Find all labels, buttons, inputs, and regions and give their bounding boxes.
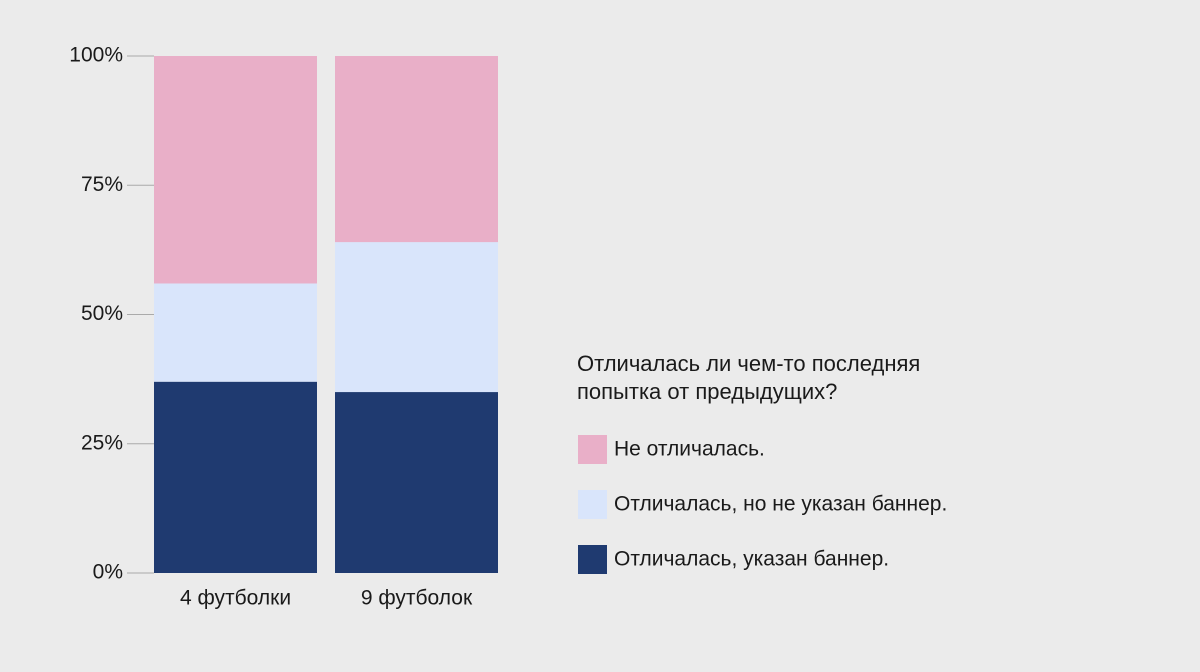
- x-tick-label: 9 футболок: [361, 587, 473, 610]
- legend-title: Отличалась ли чем-то последняя попытка о…: [577, 351, 921, 404]
- bar-segment: [154, 56, 317, 284]
- legend-label: Отличалась, указан баннер.: [614, 548, 889, 571]
- legend-swatch: [578, 490, 607, 519]
- x-tick-label: 4 футболки: [180, 587, 291, 610]
- bar-segment: [335, 392, 498, 573]
- legend-label: Не отличалась.: [614, 438, 765, 461]
- y-tick-label: 50%: [81, 302, 123, 325]
- bar-segment: [154, 381, 317, 573]
- y-tick-label: 75%: [81, 173, 123, 196]
- legend-label: Отличалась, но не указан баннер.: [614, 493, 947, 516]
- legend-swatch: [578, 435, 607, 464]
- bar-segment: [335, 56, 498, 243]
- y-tick-label: 100%: [69, 44, 123, 67]
- y-tick-label: 0%: [93, 561, 123, 584]
- legend-swatch: [578, 545, 607, 574]
- bar-segment: [335, 242, 498, 393]
- y-tick-label: 25%: [81, 431, 123, 454]
- bar-segment: [154, 283, 317, 382]
